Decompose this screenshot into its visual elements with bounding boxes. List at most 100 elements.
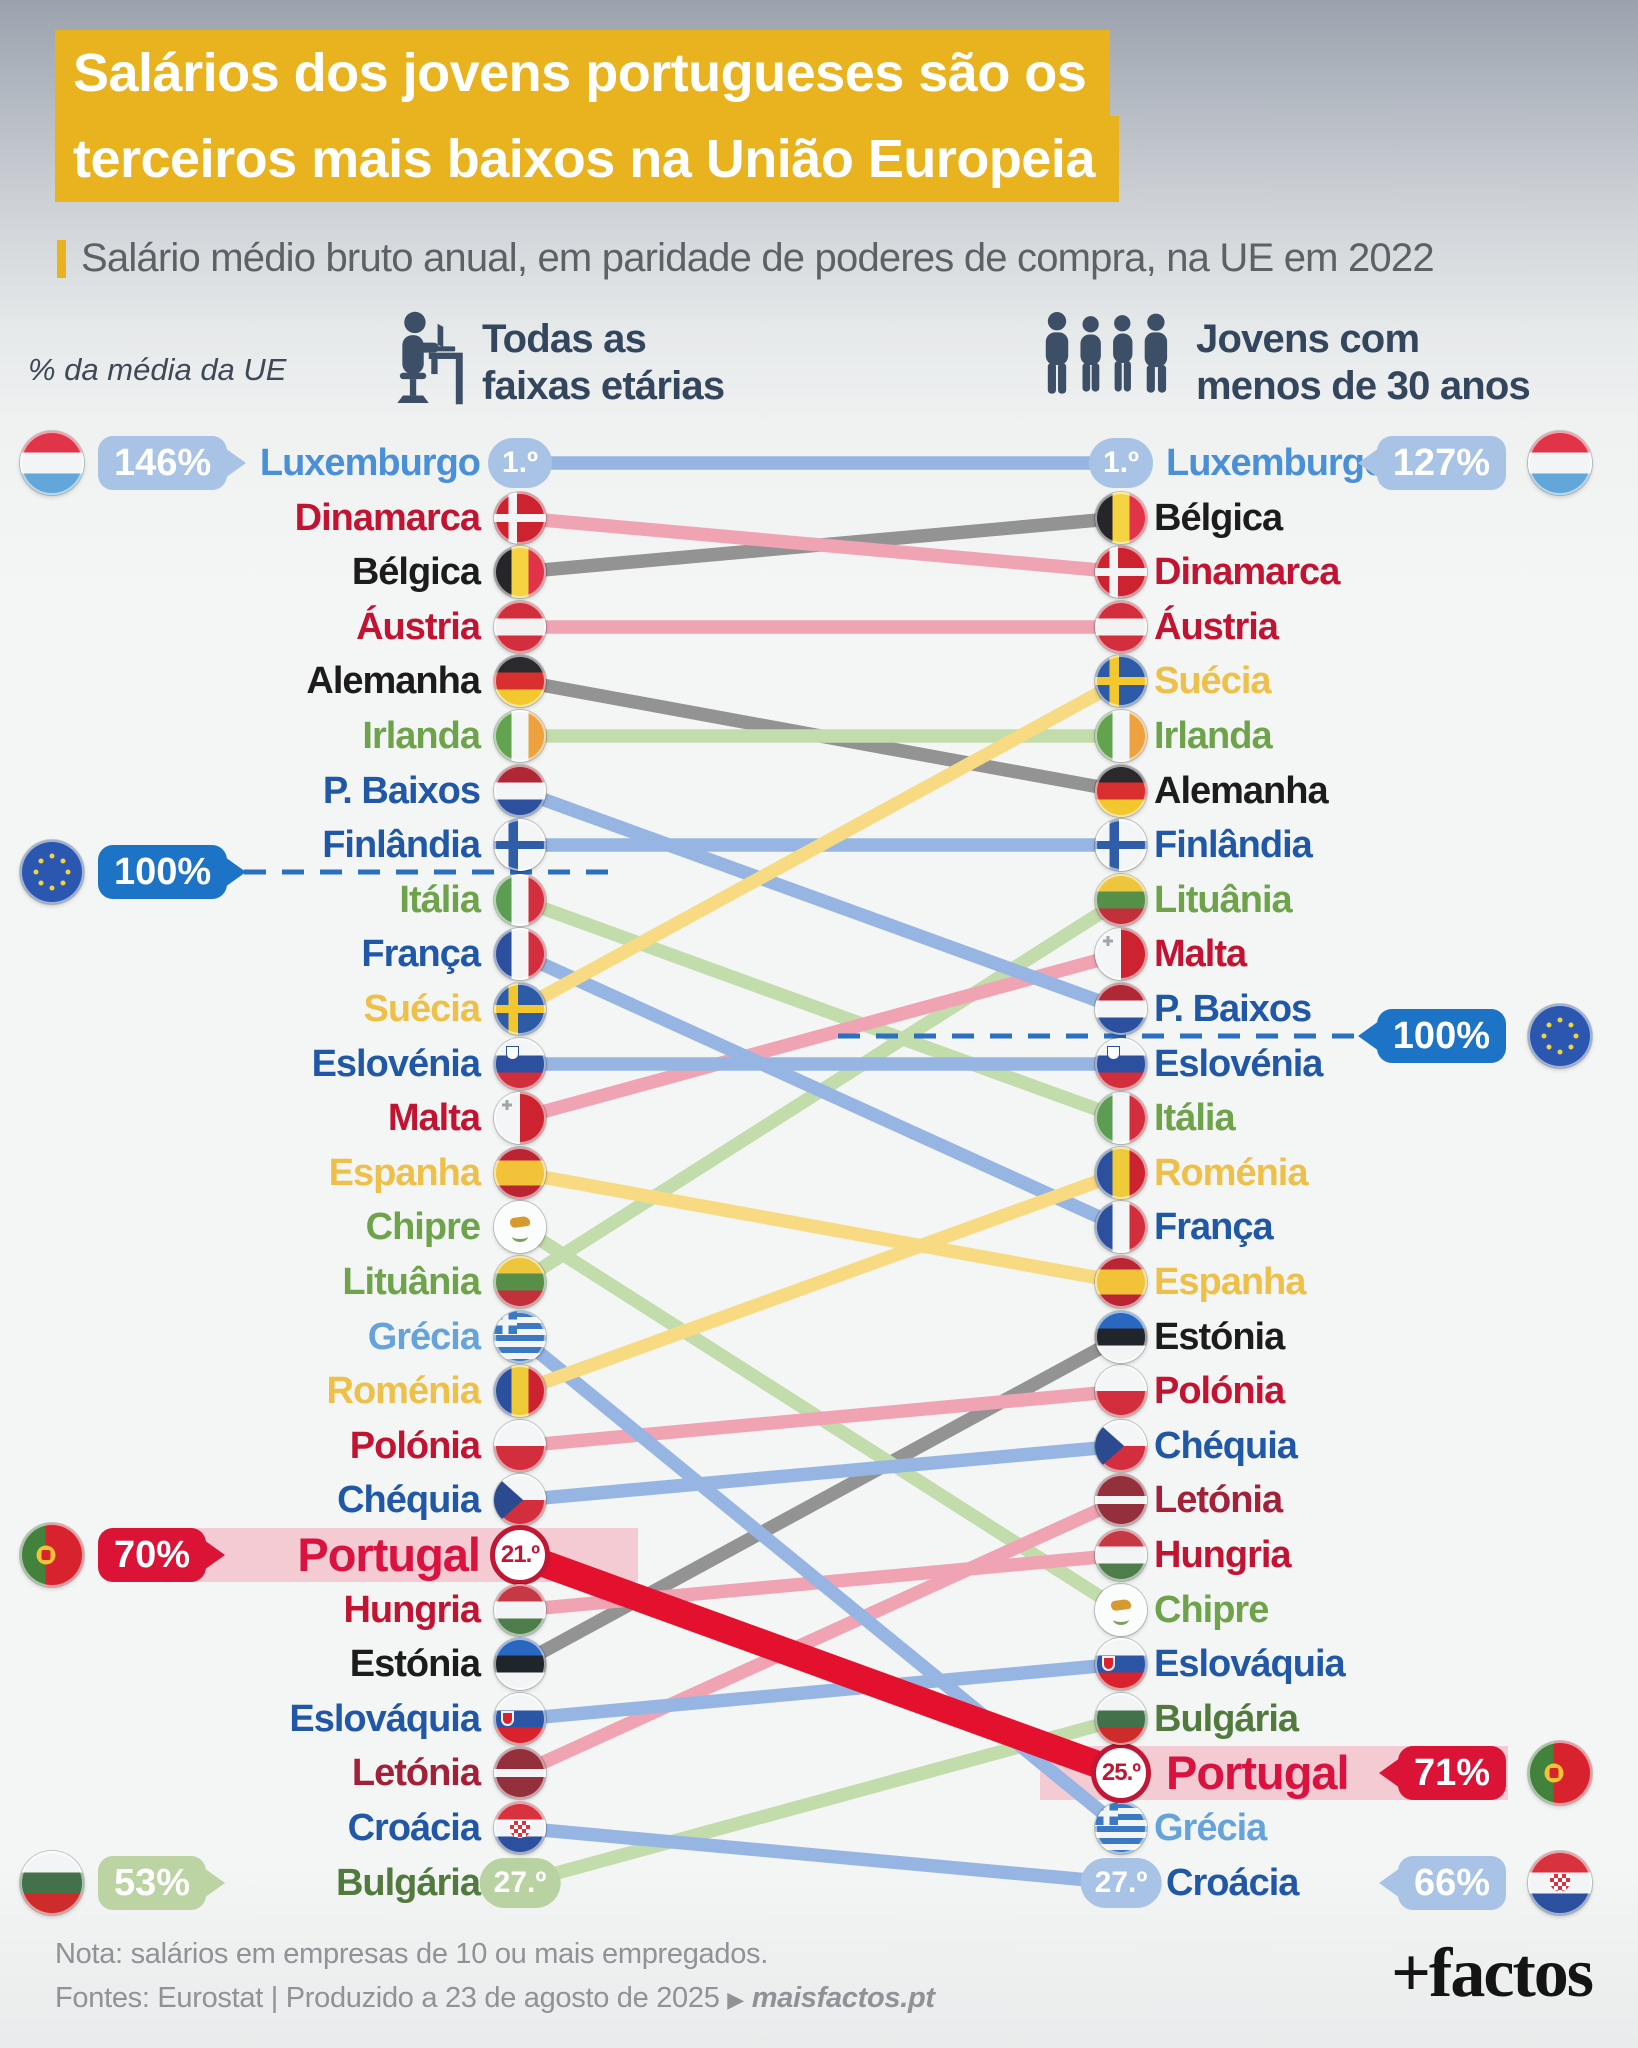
flag-malta-icon	[1095, 928, 1147, 980]
flag-cyprus-icon	[1095, 1584, 1147, 1636]
country-label-right-de: Alemanha	[1154, 770, 1329, 812]
flag-greece-icon	[1095, 1802, 1147, 1854]
callout-flag-croatia-icon-right	[1528, 1851, 1592, 1915]
flag-latvia-icon	[1095, 1474, 1147, 1526]
flag-lithuania-icon	[1095, 874, 1147, 926]
slope-line-fr	[517, 947, 1124, 1234]
slope-line-cz	[519, 1439, 1122, 1507]
slope-line-se	[516, 675, 1125, 1015]
slope-line-ee	[516, 1331, 1125, 1670]
footer-site-link: maisfactos.pt	[751, 1982, 935, 2014]
flag-czechia-icon	[494, 1474, 546, 1526]
slope-line-lv	[517, 1493, 1124, 1780]
flag-ireland-icon	[494, 710, 546, 762]
percent-badge-luxembourg-right: 127%	[1376, 436, 1506, 490]
country-label-right-es: Espanha	[1154, 1261, 1306, 1303]
flag-austria-icon	[1095, 601, 1147, 653]
slope-line-sk	[519, 1657, 1122, 1726]
flag-slovenia-icon	[494, 1038, 546, 1090]
flag-italy-icon	[1095, 1092, 1147, 1144]
flag-slovenia-icon	[1095, 1038, 1147, 1090]
flag-austria-icon	[494, 601, 546, 653]
flag-ireland-icon	[1095, 710, 1147, 762]
flag-greece-icon	[494, 1311, 546, 1363]
country-label-left-it: Itália	[399, 879, 481, 921]
flag-italy-icon	[494, 874, 546, 926]
country-label-right-dk: Dinamarca	[1154, 551, 1340, 593]
flag-belgium-icon	[494, 546, 546, 598]
slope-line-es	[518, 1166, 1123, 1289]
title-line-2: terceiros mais baixos na União Europeia	[55, 116, 1119, 202]
percent-badge-portugal-right: 71%	[1397, 1746, 1506, 1800]
maisfactos-logo: +factos	[1391, 1935, 1594, 2012]
callout-flag-bulgaria-icon-left	[20, 1851, 84, 1915]
flag-czechia-icon	[1095, 1420, 1147, 1472]
rank-badge-right-pt: 25.º	[1091, 1743, 1151, 1803]
subtitle-text: Salário médio bruto anual, em paridade d…	[81, 236, 1435, 280]
country-label-left-fi: Finlândia	[322, 824, 481, 866]
axis-note: % da média da UE	[28, 352, 287, 387]
flag-lithuania-icon	[494, 1256, 546, 1308]
country-label-left-pl: Polónia	[349, 1425, 481, 1467]
country-label-right-be: Bélgica	[1154, 497, 1283, 539]
country-label-left-dk: Dinamarca	[294, 497, 481, 539]
flag-croatia-icon	[494, 1802, 546, 1854]
country-label-left-ie: Irlanda	[362, 715, 481, 757]
slope-line-it	[517, 893, 1124, 1125]
flag-france-icon	[1095, 1201, 1147, 1253]
country-label-right-fr: França	[1154, 1206, 1274, 1248]
flag-malta-icon	[494, 1092, 546, 1144]
country-label-right-hu: Hungria	[1154, 1534, 1292, 1576]
footer-arrow-icon: ▶	[727, 1987, 744, 2012]
callout-flag-luxembourg-icon-left	[20, 431, 84, 495]
country-label-right-it: Itália	[1154, 1097, 1236, 1139]
country-label-left-cz: Chéquia	[337, 1479, 481, 1521]
slope-line-pl	[519, 1384, 1122, 1453]
country-label-left-gr: Grécia	[367, 1316, 481, 1358]
country-label-left-hr: Croácia	[347, 1807, 481, 1849]
flag-denmark-icon	[494, 492, 546, 544]
flag-romania-icon	[1095, 1147, 1147, 1199]
percent-badge-portugal-left: 70%	[98, 1528, 207, 1582]
country-label-left-be: Bélgica	[351, 551, 481, 593]
column-header-under-30-label: Jovens com menos de 30 anos	[1196, 317, 1531, 408]
slope-line-ro	[517, 1166, 1124, 1398]
country-label-left-ee: Estónia	[349, 1643, 481, 1685]
page-title: Salários dos jovens portugueses são os t…	[55, 30, 1119, 202]
country-label-left-ro: Roménia	[326, 1370, 481, 1412]
country-label-right-ro: Roménia	[1154, 1152, 1308, 1194]
country-label-left-at: Áustria	[356, 606, 481, 648]
country-label-left-lu: Luxemburgo	[259, 442, 481, 484]
flag-france-icon	[494, 928, 546, 980]
country-label-right-pl: Polónia	[1154, 1370, 1285, 1412]
country-label-left-lt: Lituânia	[342, 1261, 481, 1303]
country-label-left-fr: França	[361, 933, 481, 975]
percent-badge-eu-left: 100%	[98, 845, 228, 899]
flag-germany-icon	[1095, 765, 1147, 817]
flag-netherlands-icon	[494, 765, 546, 817]
flag-finland-icon	[1095, 819, 1147, 871]
flag-spain-icon	[494, 1147, 546, 1199]
country-label-right-mt: Malta	[1154, 933, 1247, 975]
callout-flag-portugal-icon-left	[20, 1523, 84, 1587]
country-label-left-de: Alemanha	[306, 660, 481, 702]
subtitle-row: Salário médio bruto anual, em paridade d…	[57, 236, 1435, 281]
footer-sources: Fontes: Eurostat | Produzido a 23 de ago…	[55, 1982, 935, 2015]
country-label-right-cz: Chéquia	[1154, 1425, 1298, 1467]
country-label-right-lu: Luxemburgo	[1166, 442, 1387, 484]
country-label-left-si: Eslovénia	[311, 1043, 481, 1085]
country-label-right-lv: Letónia	[1154, 1479, 1283, 1521]
flag-sweden-icon	[1095, 655, 1147, 707]
rank-badge-left-bg: 27.º	[479, 1858, 561, 1908]
flag-netherlands-icon	[1095, 983, 1147, 1035]
flag-cyprus-icon	[494, 1201, 546, 1253]
percent-badge-croatia-right: 66%	[1397, 1856, 1506, 1910]
flag-spain-icon	[1095, 1256, 1147, 1308]
country-label-left-bg: Bulgária	[335, 1862, 481, 1904]
country-label-right-gr: Grécia	[1154, 1807, 1267, 1849]
slope-line-hr	[519, 1821, 1122, 1890]
country-label-right-at: Áustria	[1154, 606, 1279, 648]
country-label-right-bg: Bulgária	[1154, 1698, 1299, 1740]
slope-line-mt	[518, 947, 1123, 1125]
